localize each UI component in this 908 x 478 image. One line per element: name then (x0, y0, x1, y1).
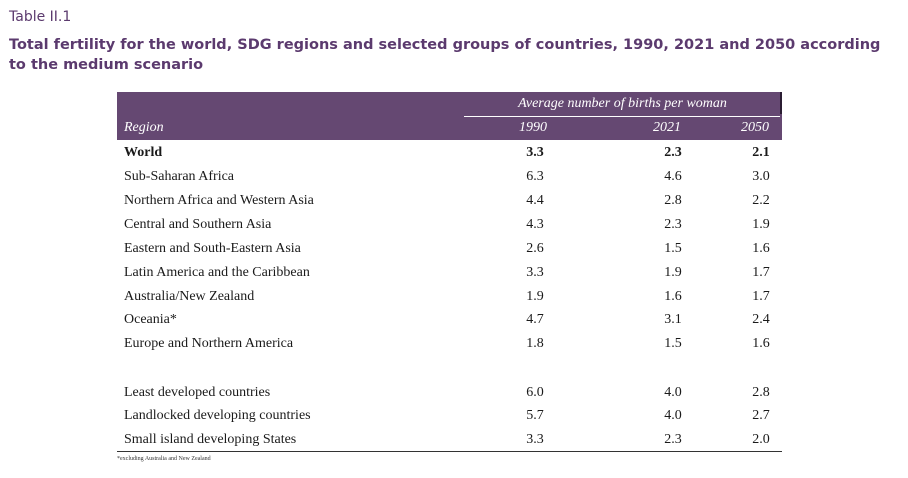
cell-2050: 1.9 (752, 217, 770, 232)
cell-region: Landlocked developing countries (124, 408, 311, 423)
cell-1990: 4.4 (526, 193, 544, 208)
header-region: Region (124, 120, 164, 135)
cell-2050: 1.7 (752, 289, 770, 304)
header-span-rule (464, 116, 780, 117)
cell-1990: 3.3 (526, 265, 544, 280)
cell-2050: 1.6 (752, 241, 770, 256)
table-row-world: World 3.3 2.3 2.1 (117, 143, 782, 163)
cell-1990: 5.7 (526, 408, 544, 423)
cell-2021: 1.5 (664, 241, 682, 256)
cell-region: Central and Southern Asia (124, 217, 272, 232)
cell-2021: 2.3 (664, 217, 682, 232)
cell-2050: 2.8 (752, 385, 770, 400)
cell-2021: 4.6 (664, 169, 682, 184)
cell-region: Northern Africa and Western Asia (124, 193, 314, 208)
cell-2021: 2.8 (664, 193, 682, 208)
cell-2050: 2.4 (752, 312, 770, 327)
header-1990: 1990 (519, 120, 547, 135)
cell-region: Small island developing States (124, 432, 297, 447)
table-row: Northern Africa and Western Asia 4.4 2.8… (117, 191, 782, 211)
table-row: Australia/New Zealand 1.9 1.6 1.7 (117, 287, 782, 307)
cell-region: Latin America and the Caribbean (124, 265, 310, 280)
header-2021: 2021 (653, 120, 681, 135)
cell-1990: 3.3 (526, 145, 544, 160)
cell-2021: 2.3 (664, 432, 682, 447)
cell-1990: 4.3 (526, 217, 544, 232)
table-row: Landlocked developing countries 5.7 4.0 … (117, 406, 782, 426)
cell-region: Least developed countries (124, 385, 271, 400)
header-vertical-rule (780, 92, 782, 114)
cell-1990: 4.7 (526, 312, 544, 327)
cell-1990: 6.0 (526, 385, 544, 400)
cell-region: Sub-Saharan Africa (124, 169, 235, 184)
cell-2050: 1.7 (752, 265, 770, 280)
table-bottom-rule (117, 451, 782, 452)
cell-region: Australia/New Zealand (124, 289, 255, 304)
cell-1990: 3.3 (526, 432, 544, 447)
table-row: Least developed countries 6.0 4.0 2.8 (117, 383, 782, 403)
cell-2021: 4.0 (664, 385, 682, 400)
cell-region: Europe and Northern America (124, 336, 294, 351)
table-row: Latin America and the Caribbean 3.3 1.9 … (117, 263, 782, 283)
cell-2021: 1.5 (664, 336, 682, 351)
cell-2050: 3.0 (752, 169, 770, 184)
table-footnote: *excluding Australia and New Zealand (117, 456, 211, 462)
cell-region: Eastern and South-Eastern Asia (124, 241, 301, 256)
header-span-label: Average number of births per woman (518, 96, 727, 111)
cell-region: World (124, 145, 163, 160)
cell-1990: 1.8 (526, 336, 544, 351)
cell-region: Oceania* (124, 312, 177, 327)
table-header: Average number of births per woman Regio… (117, 92, 782, 140)
table-row: Europe and Northern America 1.8 1.5 1.6 (117, 334, 782, 354)
table-label: Table II.1 (9, 9, 72, 25)
cell-2050: 2.7 (752, 408, 770, 423)
cell-2021: 1.6 (664, 289, 682, 304)
cell-2050: 1.6 (752, 336, 770, 351)
table-title: Total fertility for the world, SDG regio… (9, 37, 881, 73)
cell-1990: 6.3 (526, 169, 544, 184)
table-row: Eastern and South-Eastern Asia 2.6 1.5 1… (117, 239, 782, 259)
header-2050: 2050 (741, 120, 769, 135)
cell-2050: 2.1 (752, 145, 770, 160)
table-row: Oceania* 4.7 3.1 2.4 (117, 310, 782, 330)
table-row: Central and Southern Asia 4.3 2.3 1.9 (117, 215, 782, 235)
cell-2021: 2.3 (664, 145, 682, 160)
cell-2021: 3.1 (664, 312, 682, 327)
cell-2050: 2.0 (752, 432, 770, 447)
cell-2021: 1.9 (664, 265, 682, 280)
cell-1990: 2.6 (526, 241, 544, 256)
cell-2050: 2.2 (752, 193, 770, 208)
table-row: Small island developing States 3.3 2.3 2… (117, 430, 782, 450)
table-row: Sub-Saharan Africa 6.3 4.6 3.0 (117, 167, 782, 187)
cell-2021: 4.0 (664, 408, 682, 423)
cell-1990: 1.9 (526, 289, 544, 304)
